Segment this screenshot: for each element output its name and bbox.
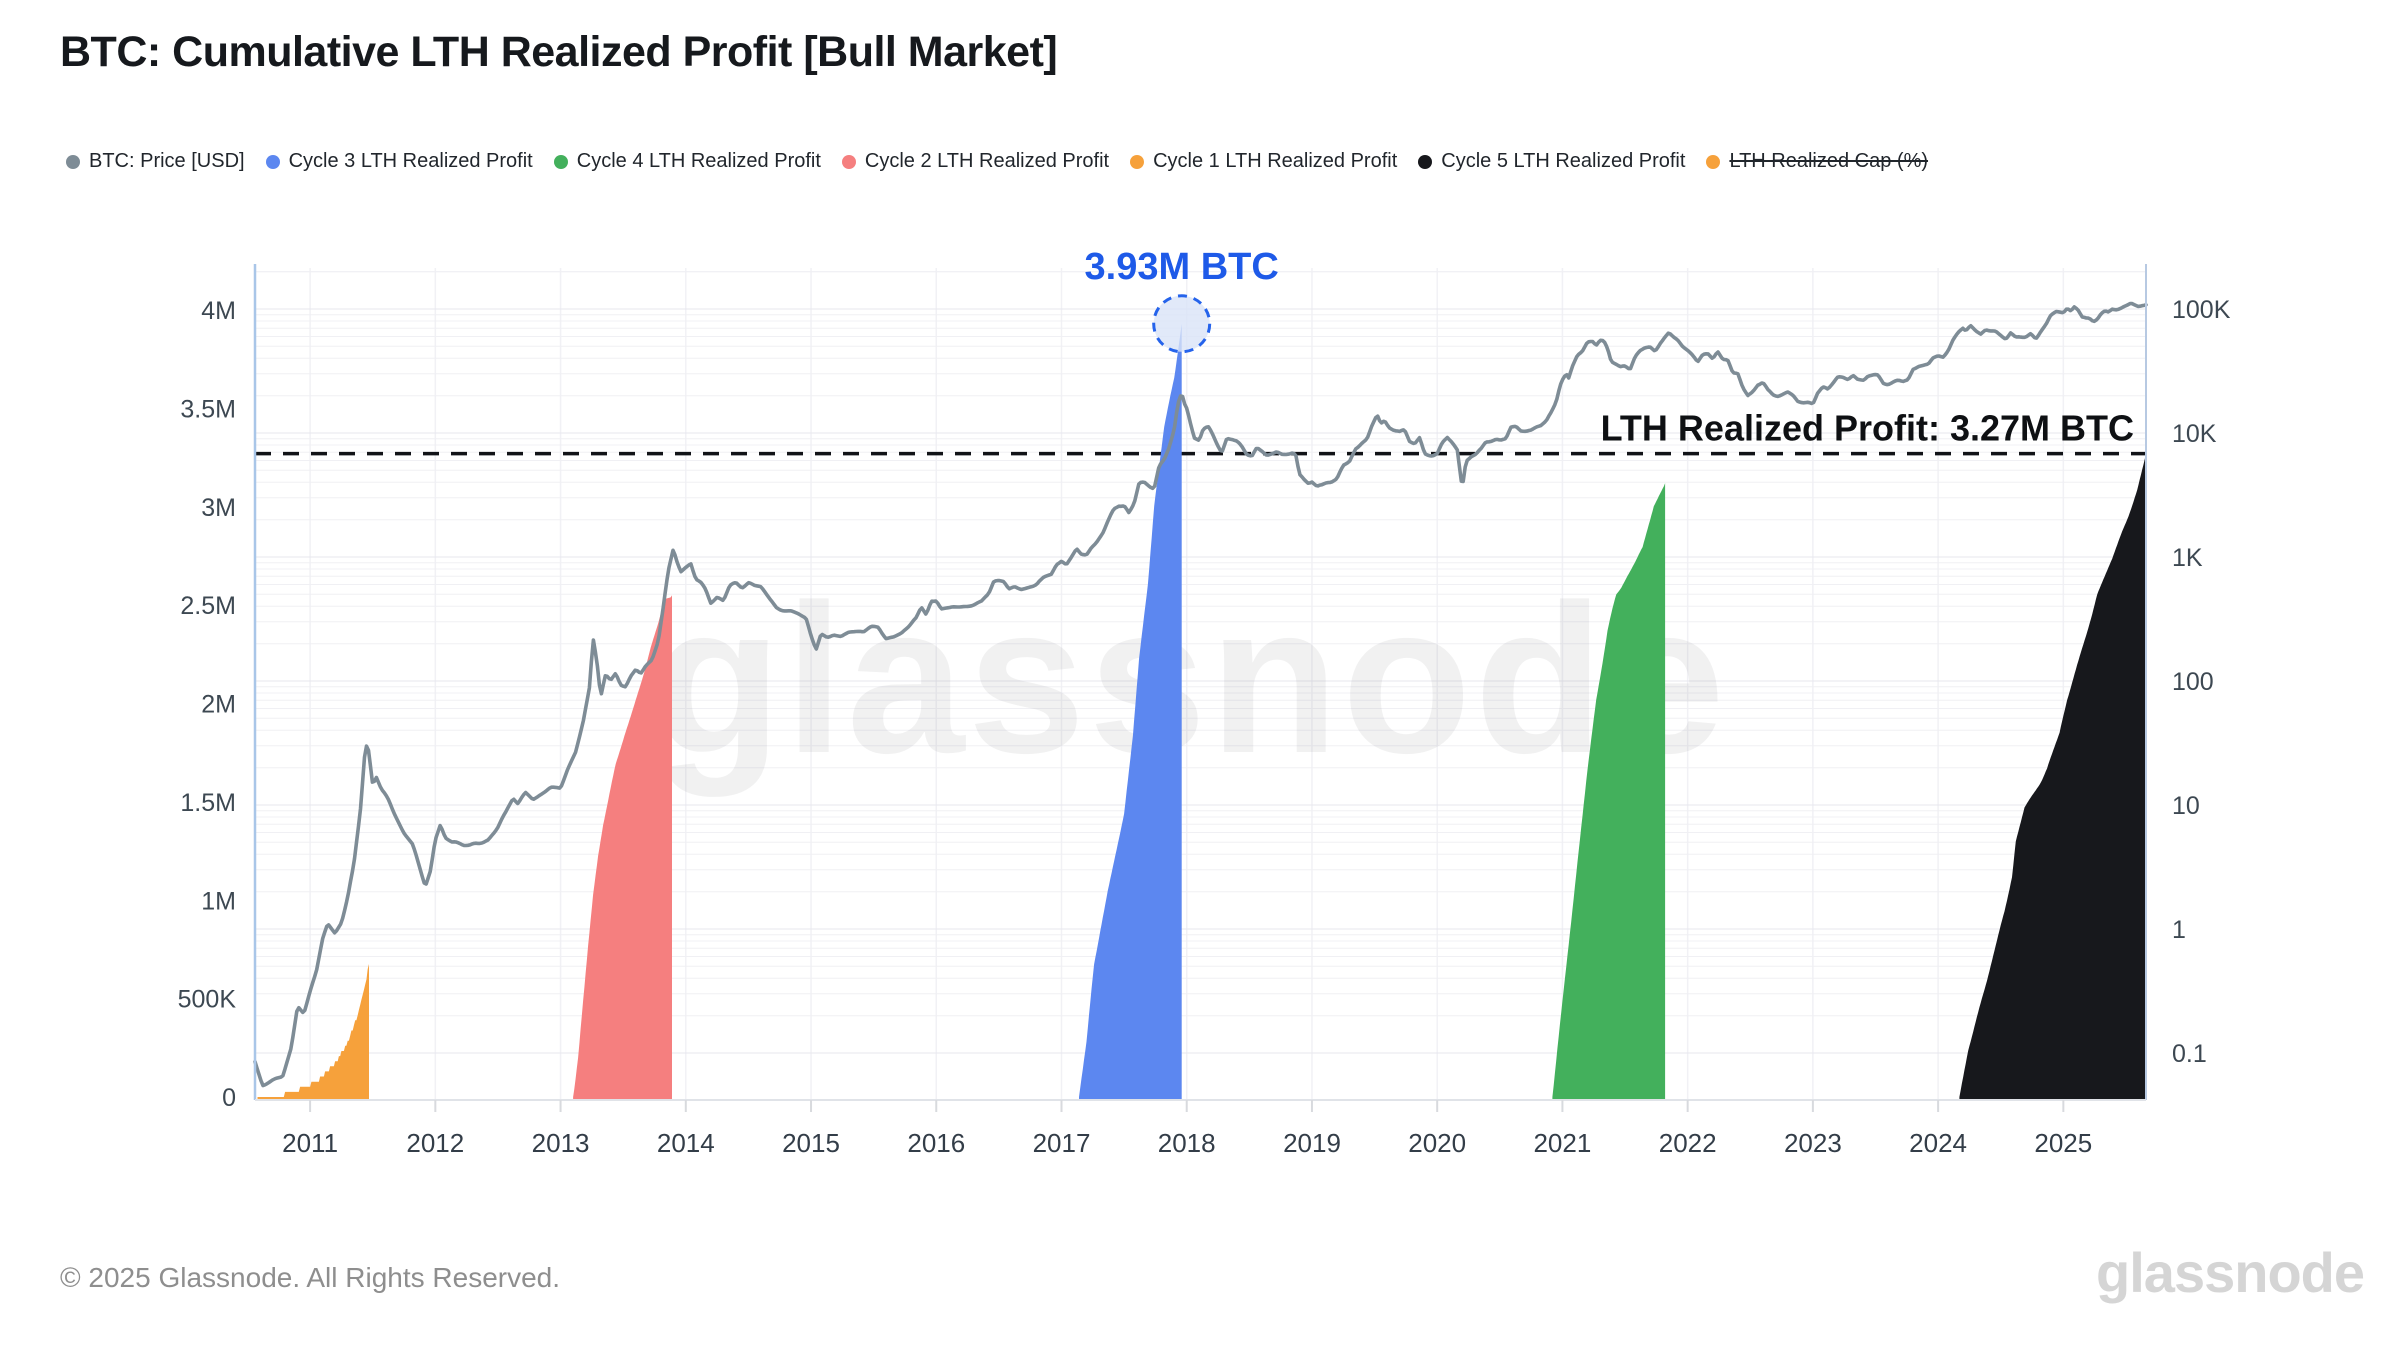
glassnode-wordmark: glassnode <box>2096 1241 2365 1304</box>
legend-item-cycle-2-lth-realized-profit[interactable]: Cycle 2 LTH Realized Profit <box>841 150 1110 173</box>
legend-item-lth-realized-cap[interactable]: LTH Realized Cap (%) <box>1706 150 1928 173</box>
copyright-text: © 2025 Glassnode. All Rights Reserved. <box>60 1262 561 1293</box>
x-tick-label: 2013 <box>532 1128 590 1158</box>
axis-ticks <box>309 1100 2065 1112</box>
cycle-2-lth-realized-profit-area <box>573 595 672 1100</box>
y-left-tick-label: 3.5M <box>180 395 236 423</box>
x-tick-label: 2024 <box>1909 1128 1967 1158</box>
legend-swatch-icon <box>66 154 80 169</box>
y-right-tick-label: 100K <box>2172 296 2231 324</box>
x-tick-label: 2022 <box>1659 1128 1717 1158</box>
x-tick-label: 2011 <box>282 1128 338 1158</box>
btc-price-line <box>253 301 2148 1088</box>
legend-swatch-icon <box>265 154 280 169</box>
legend-swatch-icon <box>1706 154 1721 169</box>
x-tick-label: 2023 <box>1784 1128 1842 1158</box>
x-tick-label: 2021 <box>1533 1128 1591 1158</box>
legend-item-label: BTC: Price [USD] <box>89 150 245 172</box>
x-tick-label: 2020 <box>1408 1128 1466 1158</box>
legend-item-cycle-3-lth-realized-profit[interactable]: Cycle 3 LTH Realized Profit <box>265 150 533 173</box>
x-tick-label: 2012 <box>406 1128 464 1158</box>
y-right-tick-label: 10K <box>2172 420 2217 448</box>
y-left-tick-label: 500K <box>178 986 237 1014</box>
legend-item-label: Cycle 3 LTH Realized Profit <box>288 150 533 172</box>
y-left-tick-label: 3M <box>201 494 236 522</box>
y-right-tick-label: 10 <box>2172 792 2200 820</box>
y-left-tick-label: 2.5M <box>180 592 236 620</box>
axis-tick-labels: 0 500K 1M 1.5M 2M 2.5M 3M 3.5M 4M 0.1 1 10 100 1K 10K 1… <box>178 296 2231 1158</box>
y-right-tick-label: 100 <box>2172 668 2214 696</box>
x-tick-label: 2016 <box>907 1128 965 1158</box>
glassnode-watermark: glassnode <box>652 560 1728 797</box>
legend-item-label: Cycle 1 LTH Realized Profit <box>1153 150 1398 172</box>
y-right-tick-label: 1 <box>2172 916 2186 944</box>
legend-swatch-icon <box>1130 154 1145 169</box>
legend-item-cycle-5-lth-realized-profit[interactable]: Cycle 5 LTH Realized Profit <box>1418 150 1685 173</box>
peak-highlight-circle <box>1152 294 1212 354</box>
peak-annotation-label: 3.93M BTC <box>1085 246 1279 288</box>
y-left-tick-label: 1.5M <box>180 789 236 817</box>
legend-swatch-icon <box>553 154 568 169</box>
x-tick-label: 2017 <box>1033 1128 1091 1158</box>
legend-item-label: Cycle 2 LTH Realized Profit <box>864 150 1110 172</box>
x-tick-label: 2018 <box>1158 1128 1216 1158</box>
legend-swatch-icon <box>1418 154 1433 169</box>
cycle-4-lth-realized-profit-area <box>1552 483 1666 1101</box>
legend-item-cycle-1-lth-realized-profit[interactable]: Cycle 1 LTH Realized Profit <box>1130 150 1397 173</box>
legend-item-label: Cycle 5 LTH Realized Profit <box>1441 150 1686 172</box>
y-right-tick-label: 0.1 <box>2172 1040 2207 1068</box>
y-left-tick-label: 0 <box>222 1084 236 1112</box>
legend-swatch-icon <box>841 154 856 169</box>
x-tick-label: 2015 <box>782 1128 840 1158</box>
legend-item-label: Cycle 4 LTH Realized Profit <box>576 150 821 172</box>
y-right-tick-label: 1K <box>2172 544 2203 572</box>
y-left-tick-label: 4M <box>201 297 236 325</box>
chart-legend: BTC: Price [USD] Cycle 3 LTH Realized Pro… <box>66 150 1928 173</box>
cycle-5-lth-realized-profit-area <box>1959 453 2146 1101</box>
legend-item-label: LTH Realized Cap (%) <box>1729 150 1929 172</box>
legend-item-cycle-4-lth-realized-profit[interactable]: Cycle 4 LTH Realized Profit <box>553 150 821 173</box>
x-tick-label: 2025 <box>2034 1128 2092 1158</box>
y-left-tick-label: 2M <box>201 691 236 719</box>
hline-annotation-label: LTH Realized Profit: 3.27M BTC <box>1601 408 2134 449</box>
y-left-tick-label: 1M <box>201 887 236 915</box>
cycle-1-lth-realized-profit-area <box>257 961 369 1100</box>
x-tick-label: 2019 <box>1283 1128 1341 1158</box>
page-title: BTC: Cumulative LTH Realized Profit [Bul… <box>60 28 1058 76</box>
cycle-3-lth-realized-profit-area <box>1079 323 1182 1100</box>
legend-item-btc-price-usd[interactable]: BTC: Price [USD] <box>66 150 245 173</box>
x-tick-label: 2014 <box>657 1128 715 1158</box>
